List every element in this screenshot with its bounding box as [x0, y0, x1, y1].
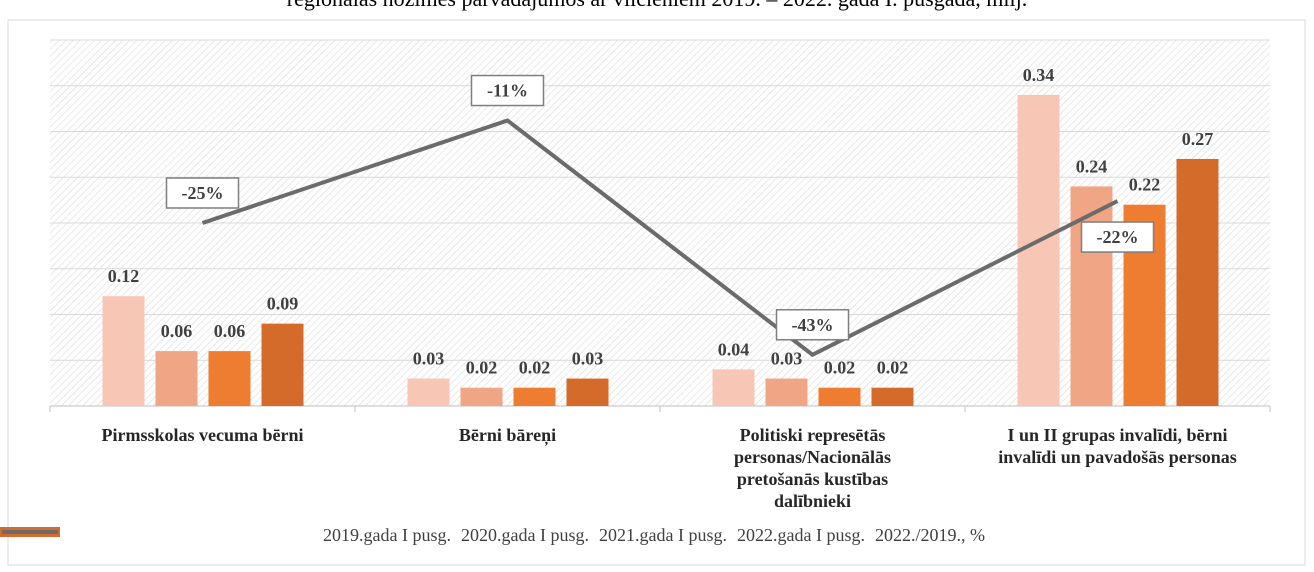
data-label: 0.06	[161, 321, 193, 341]
x-tick-label: I un II grupas invalīdi, bērni invalīdi …	[998, 425, 1237, 467]
data-label: 0.34	[1023, 65, 1055, 85]
legend-label: 2022./2019., %	[874, 525, 985, 545]
data-label: 0.03	[413, 349, 445, 369]
legend-item: 2022./2019., %	[2, 525, 985, 546]
data-label: 0.02	[824, 358, 856, 378]
data-label: 0.03	[771, 349, 803, 369]
bar	[871, 387, 914, 406]
bar	[712, 369, 755, 406]
bar	[208, 351, 251, 406]
data-label: 0.03	[572, 349, 604, 369]
data-label: 0.22	[1129, 175, 1161, 195]
bar	[407, 378, 450, 406]
data-label: -25%	[182, 183, 224, 203]
bar	[261, 323, 304, 406]
data-label: 0.09	[267, 294, 299, 314]
bar	[102, 296, 145, 406]
x-tick-label: Politiski represētās personas/Nacionālās…	[733, 425, 892, 511]
data-label-box	[165, 177, 240, 209]
legend-label: 2020.gada I pusg.	[461, 525, 589, 545]
data-label: -22%	[1097, 227, 1139, 247]
chart-border	[7, 19, 1306, 566]
line	[201, 118, 1119, 358]
data-label: 0.02	[466, 358, 498, 378]
data-label-box	[470, 74, 545, 107]
chart-title: reģionālās nozīmes pārvadājumos ar vilci…	[0, 0, 1314, 12]
bar	[513, 387, 556, 406]
bar	[1017, 94, 1060, 407]
legend-label: 2021.gada I pusg.	[599, 525, 727, 545]
data-label: 0.27	[1182, 129, 1214, 149]
legend-item: 2020.gada I pusg.	[0, 525, 589, 546]
data-label: -43%	[792, 315, 834, 335]
bar	[1176, 158, 1219, 406]
data-label: 0.04	[718, 339, 750, 359]
bar	[566, 378, 609, 406]
legend-item: 2022.gada I pusg.	[0, 525, 865, 546]
data-label: 0.12	[108, 266, 140, 286]
data-label: 0.02	[877, 358, 909, 378]
legend-swatch	[2, 530, 58, 534]
data-label: 0.06	[214, 321, 246, 341]
bar	[155, 351, 198, 406]
data-label-box	[1080, 221, 1155, 253]
legend-item: 2019.gada I pusg.	[0, 525, 452, 546]
legend-label: 2019.gada I pusg.	[323, 525, 452, 545]
bar	[818, 387, 861, 406]
legend-item: 2021.gada I pusg.	[0, 525, 727, 546]
legend-label: 2022.gada I pusg.	[736, 525, 865, 545]
bar	[765, 378, 808, 406]
data-label: 0.02	[519, 358, 551, 378]
x-tick-label: Pirmsskolas vecuma bērni	[101, 425, 304, 445]
bar	[460, 387, 503, 406]
data-label: 0.24	[1076, 156, 1108, 176]
data-label: -11%	[487, 81, 528, 101]
x-tick-label: Bērni bāreņi	[458, 425, 557, 445]
legend: 2019.gada I pusg. 2020.gada I pusg. 2021.g…	[0, 525, 1314, 546]
data-label-box	[775, 309, 850, 341]
